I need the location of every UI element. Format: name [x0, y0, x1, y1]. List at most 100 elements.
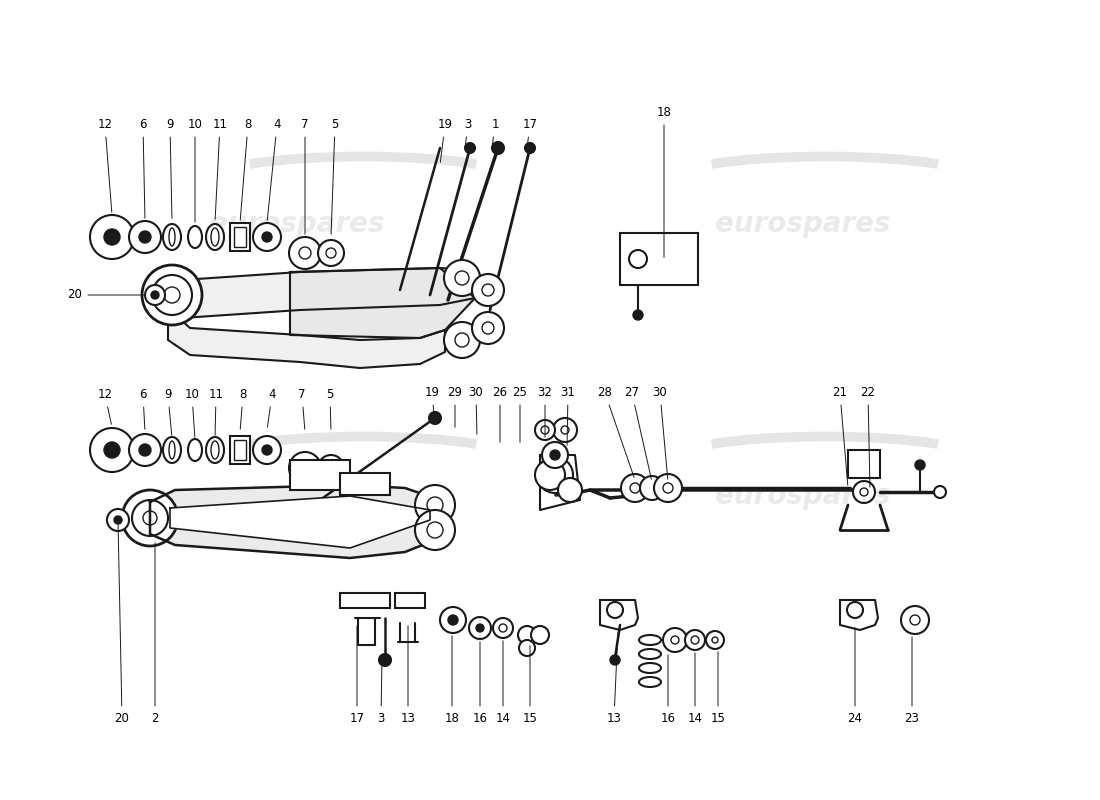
Text: 32: 32 [538, 386, 552, 438]
Ellipse shape [639, 649, 661, 659]
Circle shape [152, 275, 192, 315]
Text: 14: 14 [495, 641, 510, 725]
Circle shape [104, 229, 120, 245]
Circle shape [542, 442, 568, 468]
Text: 12: 12 [98, 389, 112, 424]
Circle shape [444, 322, 480, 358]
Circle shape [299, 462, 311, 474]
Text: 8: 8 [240, 118, 252, 220]
Circle shape [145, 285, 165, 305]
Text: 19: 19 [438, 118, 452, 162]
Circle shape [142, 265, 202, 325]
Text: 25: 25 [513, 386, 527, 442]
Text: 13: 13 [400, 626, 416, 725]
Text: 5: 5 [327, 389, 333, 430]
Polygon shape [170, 496, 430, 548]
Polygon shape [540, 455, 580, 510]
Text: 27: 27 [625, 386, 651, 479]
Text: 4: 4 [267, 118, 280, 220]
Circle shape [90, 215, 134, 259]
Circle shape [610, 655, 620, 665]
Circle shape [685, 630, 705, 650]
Circle shape [318, 455, 344, 481]
Bar [395, 593, 425, 608]
Circle shape [427, 522, 443, 538]
Bar [234, 227, 246, 247]
Ellipse shape [188, 226, 202, 248]
Text: eurospares: eurospares [209, 482, 385, 510]
Text: 17: 17 [522, 118, 538, 146]
Circle shape [654, 474, 682, 502]
Text: 20: 20 [114, 522, 130, 725]
Circle shape [476, 624, 484, 632]
Circle shape [104, 442, 120, 458]
Circle shape [934, 486, 946, 498]
Ellipse shape [639, 635, 661, 645]
Text: 30: 30 [652, 386, 668, 479]
Circle shape [541, 426, 549, 434]
Text: 18: 18 [444, 636, 460, 725]
Polygon shape [150, 485, 450, 558]
Circle shape [90, 428, 134, 472]
Ellipse shape [639, 663, 661, 673]
Circle shape [129, 221, 161, 253]
Text: 22: 22 [860, 386, 876, 487]
Circle shape [107, 509, 129, 531]
Text: 6: 6 [140, 118, 146, 218]
Circle shape [326, 463, 336, 473]
Text: 5: 5 [331, 118, 339, 234]
Circle shape [114, 516, 122, 524]
Text: 10: 10 [185, 389, 199, 438]
Circle shape [429, 412, 441, 424]
Ellipse shape [163, 437, 182, 463]
Circle shape [492, 142, 504, 154]
Circle shape [852, 481, 874, 503]
Circle shape [629, 250, 647, 268]
Circle shape [318, 240, 344, 266]
Bar [230, 223, 250, 251]
Text: 29: 29 [448, 386, 462, 427]
Circle shape [901, 606, 930, 634]
Text: 26: 26 [493, 386, 507, 442]
Circle shape [847, 602, 864, 618]
Text: 3: 3 [464, 118, 472, 146]
Circle shape [129, 434, 161, 466]
Circle shape [122, 490, 178, 546]
Circle shape [143, 511, 157, 525]
Circle shape [448, 615, 458, 625]
Circle shape [482, 322, 494, 334]
Polygon shape [168, 308, 446, 368]
Text: 20: 20 [67, 289, 145, 302]
Polygon shape [168, 268, 490, 318]
Circle shape [537, 457, 573, 493]
Text: 9: 9 [164, 389, 172, 435]
Text: 16: 16 [660, 654, 675, 725]
Circle shape [469, 617, 491, 639]
Text: 3: 3 [377, 661, 385, 725]
Circle shape [262, 445, 272, 455]
Circle shape [518, 626, 536, 644]
Circle shape [379, 654, 390, 666]
Bar [234, 440, 246, 460]
Text: 2: 2 [152, 542, 158, 725]
Circle shape [151, 291, 160, 299]
Text: 28: 28 [597, 386, 634, 478]
Circle shape [548, 468, 562, 482]
Ellipse shape [188, 439, 202, 461]
Circle shape [472, 312, 504, 344]
Ellipse shape [206, 224, 224, 250]
Circle shape [558, 478, 582, 502]
Polygon shape [290, 268, 475, 338]
Circle shape [132, 500, 168, 536]
Circle shape [553, 418, 578, 442]
Circle shape [455, 333, 469, 347]
Circle shape [531, 626, 549, 644]
Circle shape [561, 426, 569, 434]
Circle shape [535, 420, 556, 440]
Circle shape [139, 231, 151, 243]
Text: 7: 7 [301, 118, 309, 234]
Text: 30: 30 [469, 386, 483, 434]
Bar [290, 460, 350, 490]
Circle shape [289, 237, 321, 269]
Circle shape [289, 452, 321, 484]
